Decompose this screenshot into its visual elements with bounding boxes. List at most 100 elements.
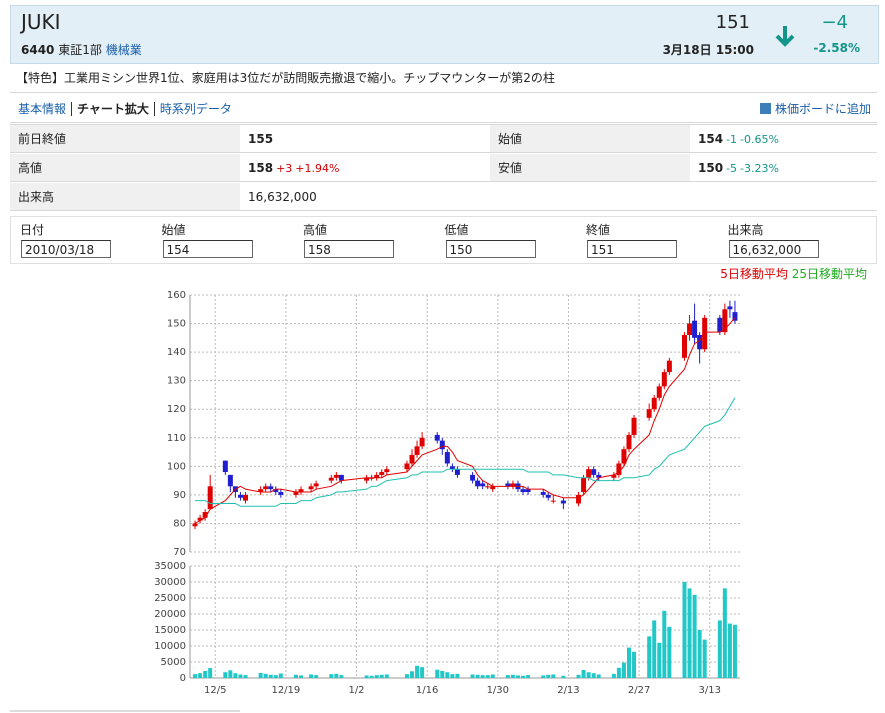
- volume-bar: [697, 630, 702, 678]
- volume-bar: [551, 674, 556, 678]
- y-tick-label: 80: [173, 518, 186, 529]
- volume-tick-label: 20000: [154, 609, 186, 620]
- volume-bar: [722, 588, 727, 678]
- volume-bar: [339, 675, 344, 678]
- candle-body: [237, 494, 243, 498]
- x-tick-label: 12/5: [204, 685, 226, 696]
- form-input[interactable]: 154: [162, 240, 253, 258]
- candle-body: [434, 434, 440, 441]
- candle-body: [439, 440, 445, 450]
- candle-body: [581, 477, 587, 493]
- table-label: 出来高: [10, 183, 240, 211]
- volume-bar: [692, 594, 697, 678]
- candle-body: [273, 489, 279, 493]
- nav-link[interactable]: 基本情報: [18, 102, 67, 116]
- volume-bar: [273, 675, 278, 678]
- candle-body: [490, 486, 496, 490]
- y-tick-label: 100: [167, 461, 186, 472]
- form-input[interactable]: 150: [445, 240, 536, 258]
- candle-body: [722, 309, 728, 333]
- volume-tick-label: 25000: [154, 593, 186, 604]
- volume-bar: [632, 651, 637, 678]
- y-tick-label: 130: [167, 376, 186, 387]
- volume-bar: [717, 620, 722, 678]
- volume-bar: [193, 674, 198, 678]
- volume-bar: [309, 674, 314, 678]
- add-icon: [759, 103, 771, 114]
- table-label: 前日終値: [10, 125, 240, 153]
- volume-bar: [278, 673, 283, 678]
- form-header: 低値: [444, 223, 469, 237]
- volume-bar: [258, 672, 263, 678]
- candle-body: [661, 372, 667, 387]
- volume-bar: [727, 623, 732, 678]
- candle-body: [550, 500, 556, 502]
- form-input[interactable]: 151: [587, 240, 677, 258]
- x-tick-label: 3/13: [698, 685, 720, 696]
- legend-entry: 5日移動平均: [720, 267, 788, 281]
- table-label: 安値: [490, 154, 690, 182]
- candle-body: [409, 454, 415, 464]
- table-value-cell: 154 -1 -0.65%: [690, 125, 877, 153]
- candle-body: [651, 397, 657, 410]
- form-header: 高値: [303, 223, 328, 237]
- volume-bar: [485, 675, 490, 678]
- candle-body: [475, 480, 481, 487]
- volume-bar: [682, 582, 687, 678]
- candle-body: [687, 323, 693, 335]
- volume-bar: [470, 674, 475, 678]
- volume-bar: [626, 647, 631, 678]
- nav-current: チャート拡大: [77, 102, 149, 116]
- add-board-link[interactable]: 株価ボードに追加: [759, 95, 871, 123]
- candle-body: [192, 523, 198, 527]
- volume-bar: [510, 674, 515, 678]
- volume-bar: [521, 675, 526, 678]
- industry-link[interactable]: 機械業: [105, 43, 142, 57]
- diff-pct: +1.94%: [295, 162, 340, 175]
- price-change: −4: [821, 12, 848, 33]
- diff: +3: [276, 162, 293, 175]
- candle-body: [697, 334, 703, 350]
- candle-body: [692, 320, 698, 338]
- candle-body: [414, 446, 420, 455]
- form-input[interactable]: 158: [304, 240, 394, 258]
- candle-body: [626, 434, 632, 450]
- volume-bar: [379, 674, 384, 678]
- volume-bar: [667, 626, 672, 678]
- volume-bar: [314, 675, 319, 678]
- table-value-cell: 158 +3 +1.94%: [240, 154, 490, 182]
- candle-body: [293, 492, 299, 495]
- volume-bar: [616, 667, 621, 678]
- y-tick-label: 120: [167, 404, 186, 415]
- candle-body: [560, 500, 566, 504]
- price-time: 3月18日 15:00: [662, 43, 754, 57]
- form-input[interactable]: 16,632,000: [728, 240, 819, 258]
- diff-pct: -0.65%: [740, 133, 779, 146]
- volume-bar: [404, 674, 409, 678]
- form-header: 出来高: [727, 223, 764, 237]
- diff-pct: -3.23%: [740, 162, 779, 175]
- candle-body: [419, 437, 425, 447]
- volume-bar: [299, 675, 304, 678]
- candle-body: [727, 306, 733, 310]
- candle-body: [374, 474, 380, 478]
- nav-link[interactable]: 時系列データ: [159, 102, 232, 116]
- x-tick-label: 1/30: [487, 685, 509, 696]
- form-input[interactable]: 2010/03/18: [21, 240, 111, 258]
- candle-body: [454, 469, 460, 475]
- candle-body: [591, 469, 597, 475]
- volume-bar: [364, 675, 369, 678]
- volume-bar: [369, 675, 374, 678]
- table-value-cell: 150 -5 -3.23%: [690, 154, 877, 182]
- table-value: 155: [240, 125, 490, 153]
- candle-body: [732, 312, 738, 321]
- volume-bar: [541, 675, 546, 678]
- candle-body: [258, 489, 264, 493]
- candle-body: [505, 483, 511, 487]
- volume-bar: [223, 672, 228, 678]
- x-tick-label: 1/16: [416, 685, 438, 696]
- y-tick-label: 140: [167, 347, 186, 358]
- candle-body: [444, 452, 450, 464]
- candle-body: [681, 334, 687, 358]
